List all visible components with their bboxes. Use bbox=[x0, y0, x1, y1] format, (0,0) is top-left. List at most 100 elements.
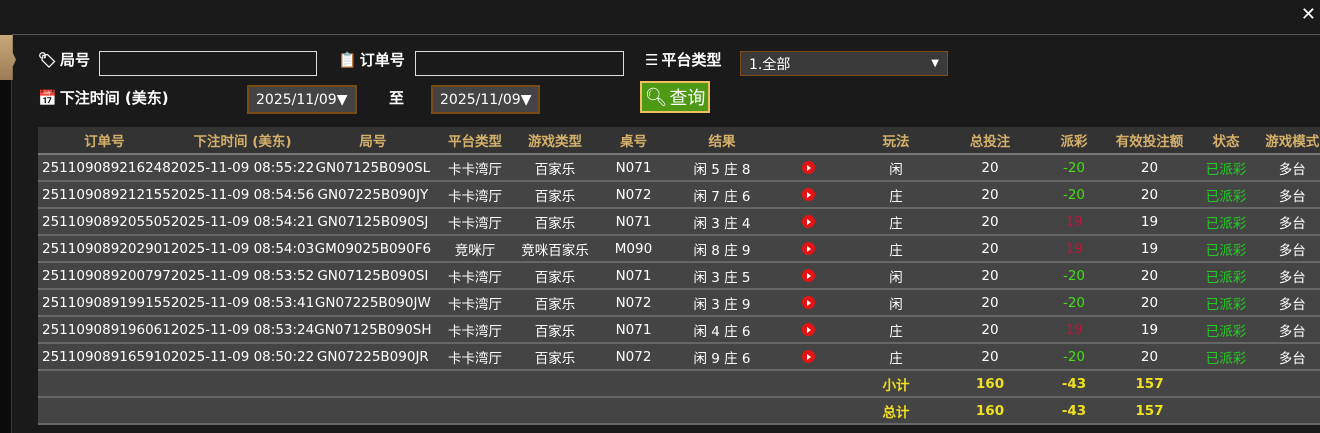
replay-cell[interactable] bbox=[768, 235, 849, 263]
table-cell: 庄 bbox=[848, 235, 944, 263]
table-cell bbox=[768, 370, 849, 398]
table-cell: 闲 bbox=[848, 154, 944, 182]
table-cell: 庄 bbox=[848, 181, 944, 209]
total-total-bet: 160 bbox=[943, 397, 1037, 425]
column-header: 状态 bbox=[1187, 127, 1265, 155]
table-cell: 百家乐 bbox=[518, 154, 592, 182]
column-header: 桌号 bbox=[591, 127, 676, 155]
replay-cell[interactable] bbox=[768, 208, 849, 236]
subtotal-row: 小计 160 -43 157 bbox=[38, 370, 1320, 398]
table-cell: 20 bbox=[1111, 262, 1188, 290]
table-cell bbox=[431, 370, 519, 398]
tag-icon: 🏷 bbox=[38, 50, 58, 69]
close-icon[interactable]: ✕ bbox=[1300, 4, 1316, 25]
table-cell bbox=[1187, 370, 1265, 398]
table-cell: 20 bbox=[943, 154, 1037, 182]
play-video-icon[interactable] bbox=[802, 161, 815, 174]
round-label: 🏷 局号 bbox=[38, 49, 90, 70]
table-cell: M090 bbox=[591, 235, 676, 263]
table-row: 251109089212155 2025-11-09 08:54:56 GN0722… bbox=[38, 181, 1320, 209]
replay-cell[interactable] bbox=[768, 154, 849, 182]
column-header: 玩法 bbox=[848, 127, 944, 155]
table-cell: 庄 bbox=[848, 316, 944, 344]
table-cell: 19 bbox=[1111, 316, 1188, 344]
table-cell: 251109089200797 bbox=[38, 262, 171, 290]
table-cell bbox=[518, 370, 592, 398]
table-cell: 2025-11-09 08:53:52 bbox=[170, 262, 315, 290]
table-cell: 20 bbox=[943, 316, 1037, 344]
replay-cell[interactable] bbox=[768, 343, 849, 371]
table-cell bbox=[1264, 397, 1320, 425]
table-cell: 卡卡湾厅 bbox=[431, 262, 519, 290]
table-cell: 闲 4 庄 6 bbox=[675, 316, 769, 344]
replay-cell[interactable] bbox=[768, 316, 849, 344]
table-cell bbox=[591, 370, 676, 398]
subtotal-valid-bet: 157 bbox=[1111, 370, 1188, 398]
play-video-icon[interactable] bbox=[802, 242, 815, 255]
table-cell: 闲 bbox=[848, 262, 944, 290]
play-video-icon[interactable] bbox=[802, 350, 815, 363]
column-header: 平台类型 bbox=[431, 127, 519, 155]
table-cell: 闲 3 庄 4 bbox=[675, 208, 769, 236]
date-from-picker[interactable]: 2025/11/09▼ bbox=[247, 85, 357, 114]
table-cell: 竞咪百家乐 bbox=[518, 235, 592, 263]
replay-cell[interactable] bbox=[768, 262, 849, 290]
table-cell: 卡卡湾厅 bbox=[431, 181, 519, 209]
table-cell: -20 bbox=[1036, 154, 1112, 182]
date-to-picker[interactable]: 2025/11/09▼ bbox=[431, 85, 540, 114]
table-row: 251109089216248 2025-11-09 08:55:22 GN0712… bbox=[38, 154, 1320, 182]
table-row: 251109089200797 2025-11-09 08:53:52 GN0712… bbox=[38, 262, 1320, 290]
query-button[interactable]: 🔍︎ 查询 bbox=[640, 81, 710, 113]
table-cell: 20 bbox=[943, 181, 1037, 209]
side-tab[interactable] bbox=[0, 35, 16, 80]
play-video-icon[interactable] bbox=[802, 215, 815, 228]
total-row: 总计 160 -43 157 bbox=[38, 397, 1320, 425]
table-cell: 19 bbox=[1111, 208, 1188, 236]
table-cell bbox=[768, 397, 849, 425]
table-cell: N071 bbox=[591, 262, 676, 290]
table-cell: 2025-11-09 08:53:24 bbox=[170, 316, 315, 344]
order-input[interactable] bbox=[415, 51, 624, 76]
column-header: 派彩 bbox=[1036, 127, 1112, 155]
play-video-icon[interactable] bbox=[802, 323, 815, 336]
top-bar bbox=[0, 0, 1320, 35]
play-video-icon[interactable] bbox=[802, 188, 815, 201]
search-icon: 🔍︎ bbox=[644, 86, 668, 108]
time-label: 📅 下注时间 (美东) bbox=[38, 87, 169, 108]
table-cell bbox=[38, 397, 171, 425]
table-cell: 卡卡湾厅 bbox=[431, 208, 519, 236]
table-cell: 庄 bbox=[848, 343, 944, 371]
table-cell: GN07125B090SJ bbox=[314, 208, 432, 236]
platform-select[interactable]: 1.全部 ▼ bbox=[740, 51, 948, 76]
table-cell: 闲 8 庄 9 bbox=[675, 235, 769, 263]
table-cell: 卡卡湾厅 bbox=[431, 316, 519, 344]
play-video-icon[interactable] bbox=[802, 269, 815, 282]
table-cell: 多台 bbox=[1264, 289, 1320, 317]
column-header: 结果 bbox=[675, 127, 769, 155]
table-cell: 已派彩 bbox=[1187, 181, 1265, 209]
table-cell: 多台 bbox=[1264, 316, 1320, 344]
replay-cell[interactable] bbox=[768, 289, 849, 317]
table-cell bbox=[591, 397, 676, 425]
table-cell: 闲 9 庄 6 bbox=[675, 343, 769, 371]
total-payout: -43 bbox=[1036, 397, 1112, 425]
round-label-text: 局号 bbox=[60, 51, 91, 69]
table-cell bbox=[38, 370, 171, 398]
round-input[interactable] bbox=[99, 51, 317, 76]
column-header: 下注时间 (美东) bbox=[170, 127, 315, 155]
table-cell: 251109089205505 bbox=[38, 208, 171, 236]
table-cell: -20 bbox=[1036, 343, 1112, 371]
table-cell: 卡卡湾厅 bbox=[431, 154, 519, 182]
table-cell bbox=[518, 397, 592, 425]
table-cell: 251109089212155 bbox=[38, 181, 171, 209]
platform-label-text: 平台类型 bbox=[661, 51, 722, 69]
table-cell: GN07225B090JY bbox=[314, 181, 432, 209]
table-cell: 多台 bbox=[1264, 208, 1320, 236]
play-video-icon[interactable] bbox=[802, 296, 815, 309]
table-cell: 闲 5 庄 8 bbox=[675, 154, 769, 182]
table-cell: 2025-11-09 08:55:22 bbox=[170, 154, 315, 182]
replay-cell[interactable] bbox=[768, 181, 849, 209]
table-cell: 19 bbox=[1111, 235, 1188, 263]
table-cell: 19 bbox=[1036, 316, 1112, 344]
table-cell bbox=[675, 370, 769, 398]
